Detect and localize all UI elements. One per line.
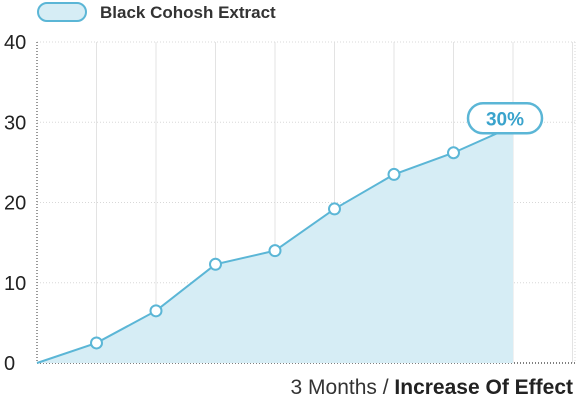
value-callout: 30% <box>466 102 544 135</box>
data-point <box>387 167 401 181</box>
data-point <box>209 257 222 271</box>
series-black-cohosh <box>36 125 514 364</box>
callout-label: 30% <box>486 109 524 130</box>
x-axis-caption: 3 Months / Increase Of Effect <box>291 376 573 399</box>
x-axis-caption-prefix: 3 Months / <box>291 376 395 399</box>
legend-label: Black Cohosh Extract <box>100 3 276 22</box>
legend: Black Cohosh Extract <box>37 2 276 22</box>
y-tick-label: 20 <box>4 193 26 215</box>
axes <box>36 42 575 364</box>
y-tick-label: 40 <box>4 32 26 54</box>
y-tick-label: 30 <box>4 112 26 134</box>
data-point <box>268 244 282 258</box>
data-point <box>149 304 163 318</box>
x-axis-caption-emphasis: Increase Of Effect <box>394 376 573 399</box>
callout-box <box>466 102 544 135</box>
y-tick-labels: 0 10 20 30 40 <box>4 32 26 375</box>
data-point <box>90 336 103 350</box>
y-tick-label: 0 <box>4 353 15 375</box>
data-point <box>447 146 460 160</box>
legend-swatch <box>37 2 87 22</box>
data-point <box>328 202 341 216</box>
y-tick-label: 10 <box>4 273 26 295</box>
series-area <box>37 126 513 363</box>
